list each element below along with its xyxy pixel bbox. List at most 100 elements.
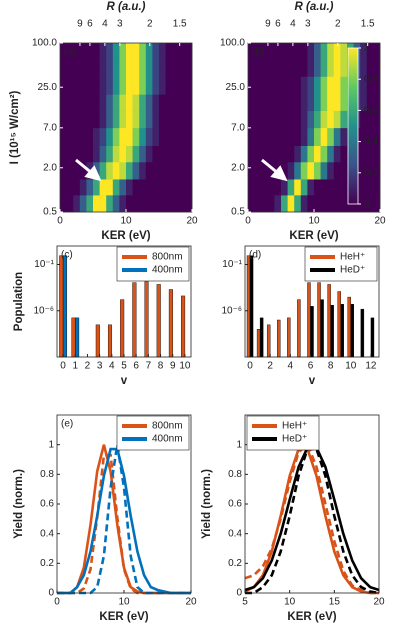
heatmap-cell bbox=[340, 195, 348, 213]
heatmap-cell bbox=[248, 127, 255, 146]
heatmap-cell bbox=[254, 127, 262, 146]
heatmap-cell bbox=[261, 127, 269, 146]
panel: 0 1 2 3 4 5 6 7 8 9 10 10⁻⁶ 10⁻¹ v Population (c) 800nm 4… bbox=[13, 245, 192, 387]
heatmap-cell bbox=[66, 43, 74, 60]
y-tick-label: 25.0 bbox=[226, 82, 246, 93]
heatmap-cell bbox=[327, 161, 335, 180]
heatmap-cell bbox=[294, 110, 302, 129]
heatmap-cell bbox=[360, 195, 368, 213]
heatmap-cell bbox=[320, 127, 328, 146]
heatmap-cell bbox=[139, 195, 147, 213]
heatmap-cell bbox=[366, 195, 374, 213]
y-tick-label: 2.0 bbox=[43, 162, 57, 173]
heatmap-cell bbox=[79, 127, 87, 146]
heatmap-cell bbox=[79, 145, 87, 163]
heatmap-cell bbox=[152, 43, 160, 60]
bar bbox=[249, 255, 254, 358]
heatmap-cell bbox=[106, 127, 114, 146]
bar bbox=[168, 289, 173, 358]
heatmap-cell bbox=[139, 127, 147, 146]
heatmap-cell bbox=[281, 145, 288, 163]
heatmap-cell bbox=[185, 94, 193, 111]
heatmap-cell bbox=[112, 110, 120, 129]
x-tick-label: 6 bbox=[133, 361, 139, 372]
heatmap-cell bbox=[60, 161, 67, 180]
heatmap-cell bbox=[99, 110, 107, 129]
bar bbox=[266, 324, 271, 358]
heatmap-cell bbox=[139, 110, 147, 129]
heatmap-cell bbox=[139, 43, 147, 60]
y-tick-label: 1 bbox=[48, 439, 54, 450]
heatmap-cell bbox=[267, 94, 275, 111]
heatmap-cell bbox=[145, 94, 153, 111]
legend-label: 800nm bbox=[152, 421, 183, 432]
heatmap-cell bbox=[274, 59, 282, 77]
heatmap-cell bbox=[366, 179, 374, 196]
heatmap-cell bbox=[248, 195, 255, 213]
heatmap-cell bbox=[86, 76, 94, 95]
heatmap-cell bbox=[327, 76, 335, 95]
heatmap-cell bbox=[86, 195, 94, 213]
heatmap-cell bbox=[66, 195, 74, 213]
heatmap-cell bbox=[274, 195, 282, 213]
heatmap-cell bbox=[281, 94, 288, 111]
x-axis-label: KER (eV) bbox=[287, 611, 336, 623]
heatmap-cell bbox=[340, 145, 348, 163]
heatmap-cell bbox=[307, 110, 315, 129]
x-tick-label: 4 bbox=[109, 361, 115, 372]
heatmap-cell bbox=[287, 127, 295, 146]
heatmap-cell bbox=[314, 110, 321, 129]
heatmap-cell bbox=[119, 76, 127, 95]
legend-label: HeD⁺ bbox=[282, 434, 307, 445]
heatmap-cell bbox=[185, 110, 193, 129]
x-axis-label: KER (eV) bbox=[99, 611, 148, 623]
x2-tick-label: 4 bbox=[102, 19, 108, 30]
heatmap-cell bbox=[132, 145, 140, 163]
x-tick-label: 20 bbox=[186, 216, 198, 227]
y-axis-label: Yield (norm.) bbox=[201, 469, 213, 539]
colorbar-tick-label: 0.8 bbox=[364, 74, 378, 85]
heatmap-cell bbox=[126, 195, 133, 213]
heatmap-cell bbox=[248, 161, 255, 180]
heatmap-cell bbox=[139, 59, 147, 77]
bar bbox=[120, 299, 125, 358]
heatmap-cell bbox=[159, 127, 166, 146]
heatmap-cell bbox=[333, 161, 341, 180]
heatmap-cell bbox=[281, 179, 288, 196]
y-axis-label: Yield (norm.) bbox=[13, 469, 25, 539]
x-tick-label: 9 bbox=[170, 361, 176, 372]
y-tick-label: 0.6 bbox=[228, 499, 242, 510]
y-tick-label: 0 bbox=[236, 588, 242, 599]
x-axis-label: KER (eV) bbox=[289, 230, 338, 242]
bar bbox=[307, 282, 311, 358]
heatmap-cell bbox=[327, 179, 335, 196]
heatmap-cell bbox=[281, 59, 288, 77]
heatmap-cell bbox=[79, 161, 87, 180]
heatmap-cell bbox=[294, 145, 302, 163]
heatmap-cell bbox=[132, 179, 140, 196]
bar bbox=[370, 317, 375, 358]
y-tick-label: 7.0 bbox=[231, 122, 245, 133]
heatmap-cell bbox=[248, 76, 255, 95]
heatmap-cell bbox=[178, 161, 186, 180]
heatmap-cell bbox=[139, 145, 147, 163]
heatmap-cell bbox=[119, 110, 127, 129]
heatmap-cell bbox=[366, 76, 374, 95]
heatmap-cell bbox=[66, 145, 74, 163]
heatmap-cell bbox=[172, 94, 180, 111]
x2-tick-label: 6 bbox=[87, 19, 93, 30]
y-tick-label: 100.0 bbox=[32, 38, 57, 49]
heatmap-cell bbox=[86, 127, 94, 146]
heatmap-cell bbox=[360, 76, 368, 95]
heatmap-cell bbox=[132, 59, 140, 77]
bar bbox=[181, 295, 186, 358]
heatmap-cell bbox=[300, 59, 308, 77]
heatmap-cell bbox=[274, 145, 282, 163]
heatmap-cell bbox=[185, 43, 193, 60]
bar bbox=[59, 255, 64, 358]
heatmap-cell bbox=[287, 59, 295, 77]
heatmap-cell bbox=[99, 145, 107, 163]
heatmap-cell bbox=[139, 76, 147, 95]
heatmap-cell bbox=[287, 179, 295, 196]
heatmap-cell bbox=[106, 94, 114, 111]
